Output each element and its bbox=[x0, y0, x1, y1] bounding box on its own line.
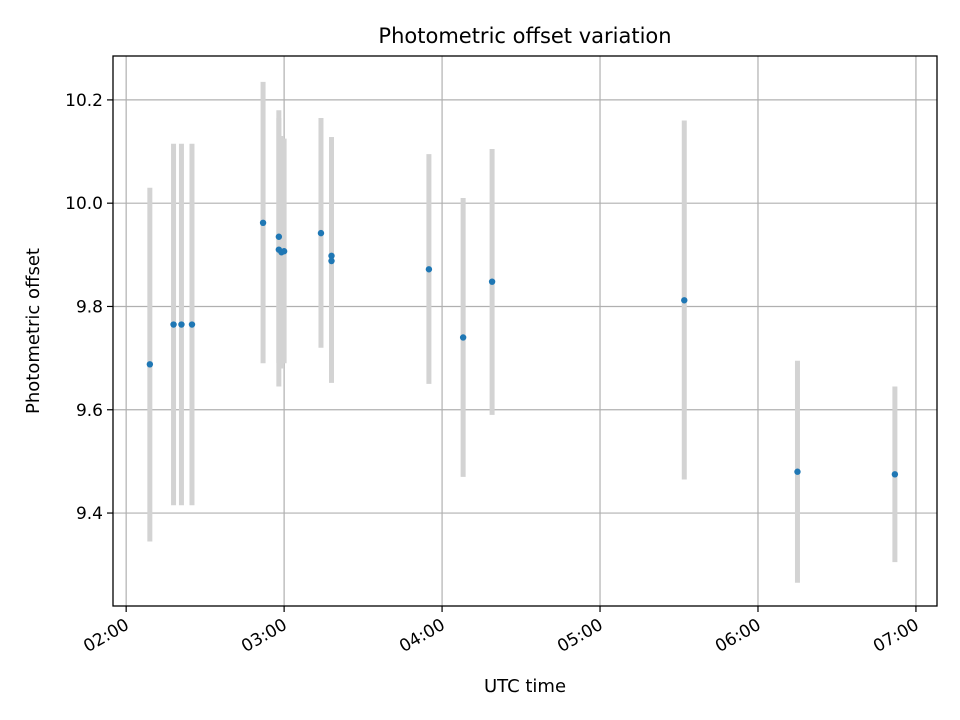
data-point bbox=[794, 468, 801, 475]
data-point bbox=[891, 471, 899, 478]
y-axis-label: Photometric offset bbox=[23, 248, 44, 414]
data-point bbox=[459, 334, 467, 341]
data-point bbox=[188, 321, 196, 328]
data-point bbox=[328, 252, 335, 260]
y-tick-label: 9.6 bbox=[76, 401, 103, 421]
plot-frame bbox=[112, 55, 938, 607]
data-point bbox=[259, 219, 267, 227]
data-point bbox=[146, 361, 154, 368]
data-point bbox=[488, 278, 496, 285]
chart-title: Photometric offset variation bbox=[378, 24, 671, 48]
y-tick-label: 9.8 bbox=[76, 297, 103, 317]
y-tick-label: 10.2 bbox=[65, 91, 103, 111]
data-point bbox=[328, 257, 335, 265]
y-axis-ticks: 9.4 9.6 9.8 10.0 10.2 bbox=[65, 91, 113, 524]
y-tick-label: 10.0 bbox=[65, 194, 103, 214]
data-points bbox=[146, 219, 899, 478]
x-axis-label: UTC time bbox=[484, 676, 566, 697]
y-tick-label: 9.4 bbox=[76, 504, 103, 524]
data-point bbox=[681, 297, 688, 304]
data-point bbox=[170, 321, 177, 328]
data-point bbox=[280, 248, 288, 255]
data-point bbox=[275, 233, 283, 240]
data-point bbox=[425, 266, 433, 273]
data-point bbox=[178, 321, 185, 328]
data-point bbox=[317, 229, 325, 237]
